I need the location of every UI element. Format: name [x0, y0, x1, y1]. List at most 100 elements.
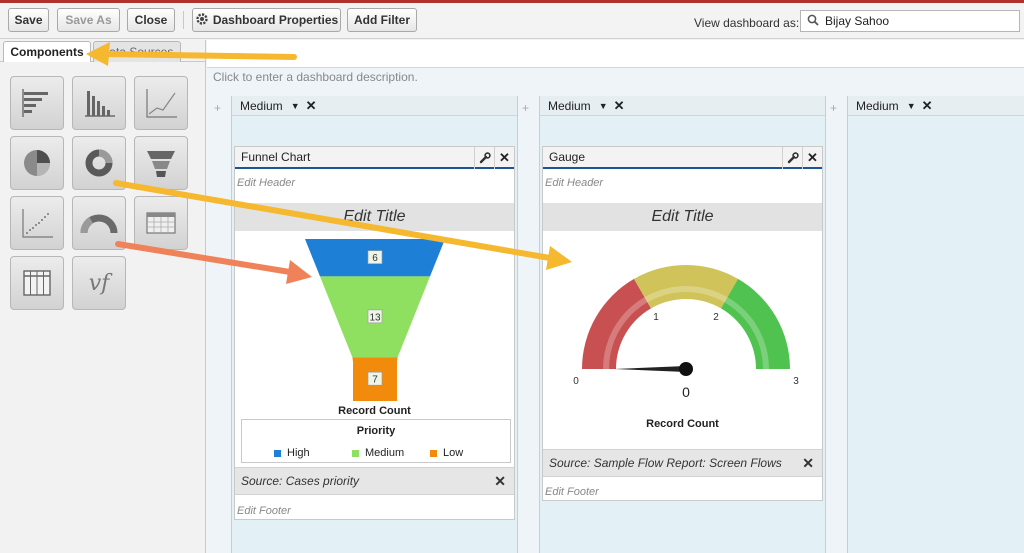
view-as-user-field[interactable]: Bijay Sahoo [800, 10, 1020, 32]
column-width-selector[interactable]: Medium ▼ ✕ [540, 96, 825, 116]
gauge-value-label: 0 [682, 384, 690, 400]
canvas-header-strip [207, 40, 1024, 68]
funnel-legend: Priority High Medium Low [241, 419, 511, 463]
wrench-icon[interactable] [474, 147, 494, 169]
edit-footer-field[interactable]: Edit Footer [545, 486, 599, 498]
source-report-bar[interactable]: Source: Sample Flow Report: Screen Flows… [543, 449, 822, 477]
gauge-band-mid [634, 265, 738, 309]
palette-tab-bar: Components Data Sources [0, 40, 206, 62]
search-icon [807, 14, 819, 29]
save-as-button[interactable]: Save As [57, 8, 120, 32]
dashboard-properties-label: Dashboard Properties [212, 13, 339, 27]
legend-swatch [274, 449, 281, 457]
scatter-chart-component[interactable] [10, 196, 64, 250]
donut-chart-component[interactable] [72, 136, 126, 190]
gauge-highlight [603, 286, 769, 370]
visualforce-icon: vf [88, 270, 110, 296]
add-filter-button[interactable]: Add Filter [347, 8, 417, 32]
column-width-label: Medium [240, 98, 283, 113]
gear-icon [195, 12, 209, 29]
close-icon[interactable]: ✕ [802, 147, 822, 169]
gauge-axis-title: Record Count [646, 418, 719, 430]
legend-swatch [352, 449, 359, 457]
funnel-data-label: 6 [372, 253, 378, 264]
add-column-icon[interactable]: + [214, 101, 222, 115]
remove-column-icon[interactable]: ✕ [613, 97, 625, 113]
pie-chart-component[interactable] [10, 136, 64, 190]
gauge-band-low [582, 278, 651, 369]
gauge-needle-hub [679, 362, 693, 376]
gauge-tick-label: 3 [793, 376, 799, 387]
metric-component[interactable] [134, 196, 188, 250]
column-width-label: Medium [856, 98, 899, 113]
funnel-chart: 6 13 7 [305, 239, 445, 401]
funnel-chart-icon [147, 151, 175, 177]
add-column-icon[interactable]: + [830, 101, 838, 115]
tab-data-sources[interactable]: Data Sources [93, 41, 181, 62]
vertical-bar-chart-component[interactable] [72, 76, 126, 130]
widget-header: Funnel Chart ✕ [235, 147, 514, 169]
gauge-widget[interactable]: Gauge ✕ Edit Header Edit Title 0 1 2 3 0 Rec… [542, 146, 823, 501]
column-width-label: Medium [548, 98, 591, 113]
view-dashboard-as-label: View dashboard as: [694, 16, 800, 30]
widget-title: Funnel Chart [241, 150, 311, 164]
chevron-down-icon: ▼ [290, 100, 300, 111]
funnel-chart-component[interactable] [134, 136, 188, 190]
funnel-axis-title: Record Count [338, 405, 411, 417]
gauge-needle [614, 366, 686, 372]
top-accent-line [0, 0, 1024, 3]
gauge-tick-label: 0 [573, 376, 579, 387]
funnel-data-label-box [367, 309, 383, 324]
table-component[interactable] [10, 256, 64, 310]
line-chart-icon [146, 89, 177, 118]
add-column-icon[interactable]: + [522, 101, 530, 115]
widget-title: Gauge [549, 150, 586, 164]
close-icon[interactable]: ✕ [494, 147, 514, 169]
funnel-data-label-box [367, 371, 383, 386]
save-button[interactable]: Save [8, 8, 49, 32]
legend-label: High [287, 447, 310, 459]
remove-column-icon[interactable]: ✕ [921, 97, 933, 113]
dashboard-column-3: Medium ▼ ✕ [847, 96, 1024, 553]
gauge-band-high [721, 278, 790, 369]
remove-source-icon[interactable]: ✕ [802, 454, 814, 471]
chevron-down-icon: ▼ [598, 100, 608, 111]
chevron-down-icon: ▼ [906, 100, 916, 111]
edit-title-field[interactable]: Edit Title [235, 203, 514, 231]
dashboard-description[interactable]: Click to enter a dashboard description. [213, 70, 418, 84]
edit-footer-field[interactable]: Edit Footer [237, 505, 291, 517]
horizontal-bar-chart-component[interactable] [10, 76, 64, 130]
source-report-bar[interactable]: Source: Cases priority ✕ [235, 467, 514, 495]
gauge-tick-label: 1 [653, 312, 659, 323]
legend-label: Low [443, 447, 464, 459]
close-button[interactable]: Close [127, 8, 175, 32]
legend-title: Priority [356, 425, 396, 437]
legend-label: Medium [365, 447, 405, 459]
vertical-bar-chart-icon [85, 91, 115, 117]
source-report-label: Source: Cases priority [241, 474, 360, 488]
legend-item-low: Low [430, 447, 463, 459]
remove-source-icon[interactable]: ✕ [494, 472, 506, 489]
pie-chart-icon [24, 150, 50, 176]
table-icon [23, 270, 51, 296]
wrench-icon[interactable] [782, 147, 802, 169]
funnel-chart-widget[interactable]: Funnel Chart ✕ Edit Header Edit Title 6 1… [234, 146, 515, 520]
column-width-selector[interactable]: Medium ▼ ✕ [232, 96, 517, 116]
visualforce-component[interactable]: vf [72, 256, 126, 310]
gauge-tick-label: 2 [713, 312, 719, 323]
scatter-chart-icon [22, 209, 53, 238]
remove-column-icon[interactable]: ✕ [305, 97, 317, 113]
funnel-data-label: 13 [369, 312, 381, 323]
edit-header-field[interactable]: Edit Header [545, 177, 604, 189]
tab-components[interactable]: Components [3, 41, 91, 62]
gauge-icon [80, 214, 118, 234]
edit-title-field[interactable]: Edit Title [543, 203, 822, 231]
legend-swatch [430, 449, 437, 457]
line-chart-component[interactable] [134, 76, 188, 130]
gauge-component[interactable] [72, 196, 126, 250]
column-width-selector[interactable]: Medium ▼ ✕ [848, 96, 1024, 116]
edit-header-field[interactable]: Edit Header [237, 177, 296, 189]
source-report-label: Source: Sample Flow Report: Screen Flows [549, 456, 782, 470]
dashboard-properties-button[interactable]: Dashboard Properties [192, 8, 341, 32]
legend-item-medium: Medium [352, 447, 404, 459]
